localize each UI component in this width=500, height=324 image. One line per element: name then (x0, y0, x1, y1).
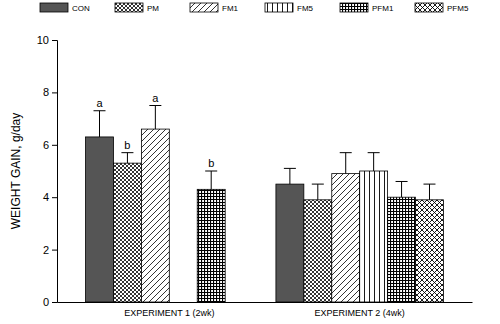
x-axis-line (58, 302, 473, 303)
legend-swatch (265, 3, 293, 12)
legend-swatch (115, 3, 143, 12)
error-bar (284, 168, 296, 184)
y-tick-label: 4 (43, 191, 49, 203)
letters: a b a b (96, 92, 214, 170)
error-bar (94, 111, 106, 137)
error-bar (423, 184, 435, 200)
bar (86, 137, 114, 302)
legend-swatch (190, 3, 218, 12)
bars (86, 106, 444, 303)
significance-letter: b (208, 157, 214, 169)
y-tick-label: 2 (43, 244, 49, 256)
y-tick: 4 (43, 191, 57, 203)
y-tick: 6 (43, 139, 57, 151)
bar (388, 197, 416, 302)
y-axis-line (52, 41, 58, 303)
y-tick-mark (52, 92, 57, 93)
legend-label: FM5 (297, 4, 314, 13)
x-axis: EXPERIMENT 1 (2wk) EXPERIMENT 2 (4wk) (58, 303, 473, 318)
y-tick-mark (52, 40, 57, 41)
legend-label: CON (72, 4, 90, 13)
y-tick-label: 6 (43, 139, 49, 151)
x-tick: EXPERIMENT 1 (2wk) (124, 308, 214, 318)
error-bar (340, 153, 352, 174)
legend-label: PM (147, 4, 159, 13)
bar (276, 184, 304, 302)
error-bar (121, 153, 133, 163)
significance-letter: b (124, 139, 130, 151)
x-tick-label: EXPERIMENT 1 (2wk) (124, 308, 214, 318)
bar (113, 163, 141, 302)
y-tick-mark (52, 250, 57, 251)
y-tick-mark (52, 145, 57, 146)
bar (141, 129, 169, 302)
bar (360, 171, 388, 302)
legend-label: PFM1 (372, 4, 394, 13)
plot: 0 2 4 6 8 10 EXPERIMENT 1 (2wk) EXPERIMENT 2 (4… (37, 34, 473, 318)
error-bar (312, 184, 324, 200)
error-bar (396, 181, 408, 197)
chart: 0 2 4 6 8 10 EXPERIMENT 1 (2wk) EXPERIMENT 2 (4… (0, 0, 500, 324)
bar (304, 200, 332, 302)
bar (197, 189, 225, 302)
y-tick: 2 (43, 244, 57, 256)
legend: CON PM FM1 FM5 PFM1 PFM5 (40, 3, 469, 13)
legend-label: FM1 (222, 4, 239, 13)
error-bar (368, 153, 380, 171)
y-tick: 0 (43, 296, 57, 308)
y-tick-label: 0 (43, 296, 49, 308)
y-tick-mark (52, 302, 57, 303)
y-tick-label: 8 (43, 86, 49, 98)
y-tick: 10 (37, 34, 57, 46)
x-tick: EXPERIMENT 2 (4wk) (315, 308, 405, 318)
y-tick-label: 10 (37, 34, 49, 46)
bar (416, 200, 444, 302)
legend-swatch (40, 3, 68, 12)
legend-swatch (415, 3, 443, 12)
error-bar (149, 106, 161, 130)
bar (332, 174, 360, 302)
significance-letter: a (96, 97, 103, 109)
x-tick-label: EXPERIMENT 2 (4wk) (315, 308, 405, 318)
legend-label: PFM5 (447, 4, 469, 13)
legend-swatch (340, 3, 368, 12)
significance-letter: a (152, 92, 159, 104)
y-tick: 8 (43, 86, 57, 98)
y-axis: 0 2 4 6 8 10 (37, 34, 58, 308)
error-bar (205, 171, 217, 189)
y-axis-title: WEIGHT GAIN, g/day (9, 113, 23, 229)
y-tick-mark (52, 197, 57, 198)
